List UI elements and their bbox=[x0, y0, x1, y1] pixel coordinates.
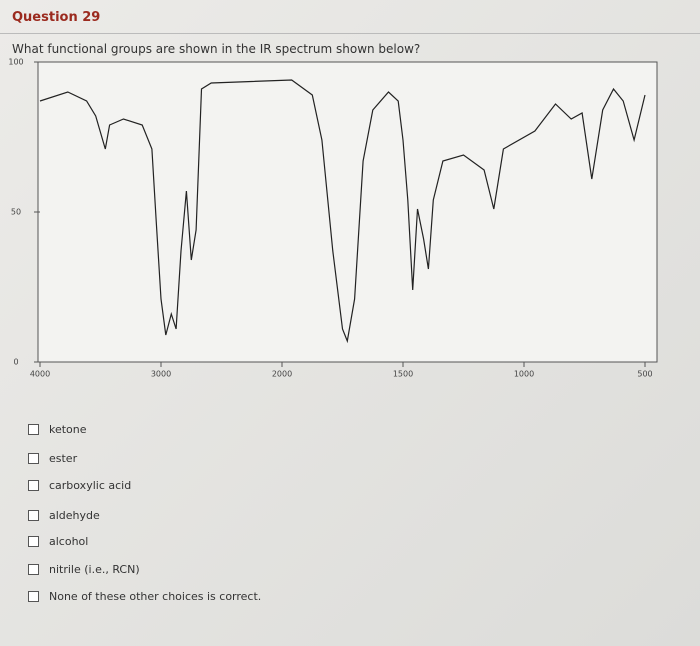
option[interactable]: aldehyde bbox=[28, 509, 100, 522]
option-label: carboxylic acid bbox=[49, 479, 132, 492]
option-label: alcohol bbox=[49, 535, 89, 548]
checkbox[interactable] bbox=[28, 480, 39, 491]
checkbox[interactable] bbox=[28, 536, 39, 547]
spectrum-line bbox=[39, 79, 646, 344]
question-prompt: What functional groups are shown in the … bbox=[12, 42, 421, 56]
option[interactable]: alcohol bbox=[28, 535, 88, 548]
option[interactable]: ester bbox=[28, 452, 77, 465]
option[interactable]: None of these other choices is correct. bbox=[28, 590, 261, 603]
separator bbox=[0, 33, 700, 34]
x-tick-label: 2000 bbox=[272, 370, 292, 379]
question-title: Question 29 bbox=[12, 10, 101, 25]
x-tick-label: 4000 bbox=[30, 370, 50, 379]
x-tick-label: 3000 bbox=[151, 370, 171, 379]
option-label: ketone bbox=[49, 423, 87, 436]
y-tick-label: 100 bbox=[8, 58, 23, 67]
checkbox[interactable] bbox=[28, 564, 39, 575]
y-tick-label: 0 bbox=[13, 358, 18, 367]
option-label: ester bbox=[49, 452, 78, 465]
ir-spectrum: 0 50 100 4000 3000 2000 1500 1000 500 bbox=[8, 58, 658, 379]
checkbox[interactable] bbox=[28, 424, 39, 435]
option[interactable]: ketone bbox=[28, 423, 87, 436]
option-label: aldehyde bbox=[49, 509, 100, 522]
plot-frame bbox=[37, 61, 658, 363]
option-label: None of these other choices is correct. bbox=[49, 590, 262, 603]
checkbox[interactable] bbox=[28, 510, 39, 521]
x-tick-label: 1500 bbox=[393, 370, 413, 379]
checkbox[interactable] bbox=[28, 453, 39, 464]
y-tick-label: 50 bbox=[11, 208, 21, 217]
x-tick-label: 500 bbox=[637, 370, 652, 379]
option[interactable]: carboxylic acid bbox=[28, 479, 131, 492]
option-label: nitrile (i.e., RCN) bbox=[49, 563, 140, 576]
option[interactable]: nitrile (i.e., RCN) bbox=[28, 563, 140, 576]
checkbox[interactable] bbox=[28, 591, 39, 602]
x-tick-label: 1000 bbox=[514, 370, 534, 379]
